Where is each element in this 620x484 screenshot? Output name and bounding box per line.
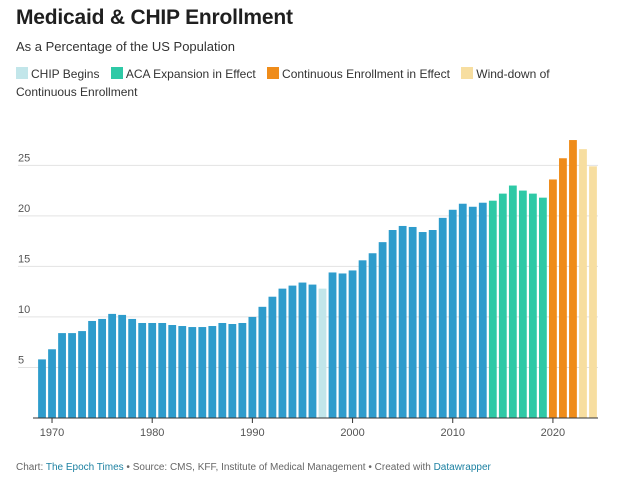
bar-2003 bbox=[378, 242, 387, 418]
bar-1999 bbox=[338, 273, 347, 418]
footer: Chart: The Epoch Times • Source: CMS, KF… bbox=[16, 462, 491, 473]
bar-1994 bbox=[288, 285, 297, 418]
bar-2010 bbox=[448, 209, 457, 418]
footer-source-text: • Source: CMS, KFF, Institute of Medical… bbox=[123, 462, 434, 473]
x-tick-label: 1980 bbox=[140, 427, 164, 439]
bar-2005 bbox=[398, 225, 407, 418]
bar-1997 bbox=[318, 288, 327, 418]
bar-1998 bbox=[328, 272, 337, 418]
y-tick-label: 5 bbox=[18, 354, 24, 366]
bar-1970 bbox=[48, 349, 56, 418]
bar-2016 bbox=[508, 185, 517, 418]
bar-1991 bbox=[258, 306, 267, 418]
legend-label-aca: ACA Expansion in Effect bbox=[125, 67, 256, 81]
bar-1976 bbox=[108, 313, 117, 418]
bar-1989 bbox=[238, 322, 247, 418]
bar-1984 bbox=[188, 327, 197, 418]
bar-1973 bbox=[78, 331, 86, 418]
bar-2024 bbox=[589, 166, 597, 418]
legend-label-continuous: Continuous Enrollment in Effect bbox=[282, 67, 450, 81]
legend-item-continuous: Continuous Enrollment in Effect bbox=[267, 67, 450, 81]
legend-swatch-continuous bbox=[267, 67, 280, 79]
bar-1986 bbox=[208, 326, 217, 418]
legend-item-aca: ACA Expansion in Effect bbox=[110, 67, 256, 81]
bar-2007 bbox=[418, 232, 427, 418]
bar-1996 bbox=[308, 284, 317, 418]
bar-1995 bbox=[298, 282, 307, 418]
bar-1969 bbox=[38, 359, 46, 418]
x-tick-label: 2000 bbox=[340, 427, 364, 439]
bar-1980 bbox=[148, 322, 157, 418]
bar-1978 bbox=[128, 318, 137, 418]
bar-2020 bbox=[549, 179, 557, 418]
bar-1975 bbox=[98, 318, 107, 418]
bar-2000 bbox=[348, 270, 357, 418]
legend-item-chip: CHIP Begins bbox=[16, 67, 99, 81]
bar-2017 bbox=[518, 190, 527, 418]
bar-1981 bbox=[158, 322, 167, 418]
legend-swatch-chip bbox=[16, 67, 28, 79]
bar-2018 bbox=[528, 193, 537, 418]
x-tick-label: 2020 bbox=[541, 427, 565, 439]
bar-1992 bbox=[268, 296, 277, 418]
bar-2012 bbox=[468, 206, 477, 418]
chart-subtitle: As a Percentage of the US Population bbox=[16, 39, 235, 54]
bar-1985 bbox=[198, 327, 207, 418]
bar-1972 bbox=[68, 333, 76, 418]
legend-item-winddown: Wind-down of Continuous Enrollment bbox=[16, 67, 550, 99]
legend-label-winddown: Wind-down of Continuous Enrollment bbox=[16, 67, 550, 99]
legend-label-chip: CHIP Begins bbox=[31, 67, 100, 81]
bar-1983 bbox=[178, 326, 187, 418]
bar-1977 bbox=[118, 314, 127, 418]
x-tick-label: 1990 bbox=[240, 427, 264, 439]
bar-1982 bbox=[168, 325, 177, 418]
bar-1974 bbox=[88, 320, 96, 418]
bar-1993 bbox=[278, 288, 287, 418]
chart-title: Medicaid & CHIP Enrollment bbox=[16, 6, 293, 29]
bar-1988 bbox=[228, 324, 237, 418]
bar-2014 bbox=[488, 200, 497, 418]
bar-1990 bbox=[248, 316, 257, 418]
y-tick-label: 20 bbox=[18, 203, 30, 215]
x-tick-label: 2010 bbox=[440, 427, 464, 439]
footer-tool-link[interactable]: Datawrapper bbox=[433, 462, 491, 473]
x-tick-label: 1970 bbox=[40, 427, 64, 439]
y-tick-label: 15 bbox=[18, 253, 30, 265]
bar-2013 bbox=[478, 202, 487, 418]
bar-2009 bbox=[438, 217, 447, 418]
bar-2023 bbox=[579, 149, 587, 418]
footer-chart-prefix: Chart: bbox=[16, 462, 46, 473]
footer-chart-source-link[interactable]: The Epoch Times bbox=[45, 462, 124, 473]
bar-2001 bbox=[358, 260, 367, 418]
bar-2021 bbox=[559, 158, 567, 418]
bar-2006 bbox=[408, 226, 417, 418]
bar-2019 bbox=[538, 197, 547, 418]
bar-1971 bbox=[58, 333, 66, 418]
legend-swatch-winddown bbox=[461, 67, 474, 79]
bar-1987 bbox=[218, 322, 227, 418]
bar-2002 bbox=[368, 253, 377, 418]
legend-swatch-aca bbox=[110, 67, 123, 79]
legend: CHIP Begins ACA Expansion in Effect Cont… bbox=[16, 65, 606, 101]
axis-layer: 5 10 15 20 25 1970 1980 1990 2000 2010 2020 bbox=[18, 152, 598, 439]
bar-2011 bbox=[458, 203, 467, 418]
bar-layer bbox=[38, 140, 597, 419]
bar-2004 bbox=[388, 230, 397, 418]
bar-2008 bbox=[428, 230, 437, 418]
bar-2022 bbox=[569, 140, 577, 419]
y-tick-label: 25 bbox=[18, 152, 30, 164]
bar-1979 bbox=[138, 322, 147, 418]
bar-2015 bbox=[498, 193, 507, 418]
y-tick-label: 10 bbox=[18, 304, 30, 316]
